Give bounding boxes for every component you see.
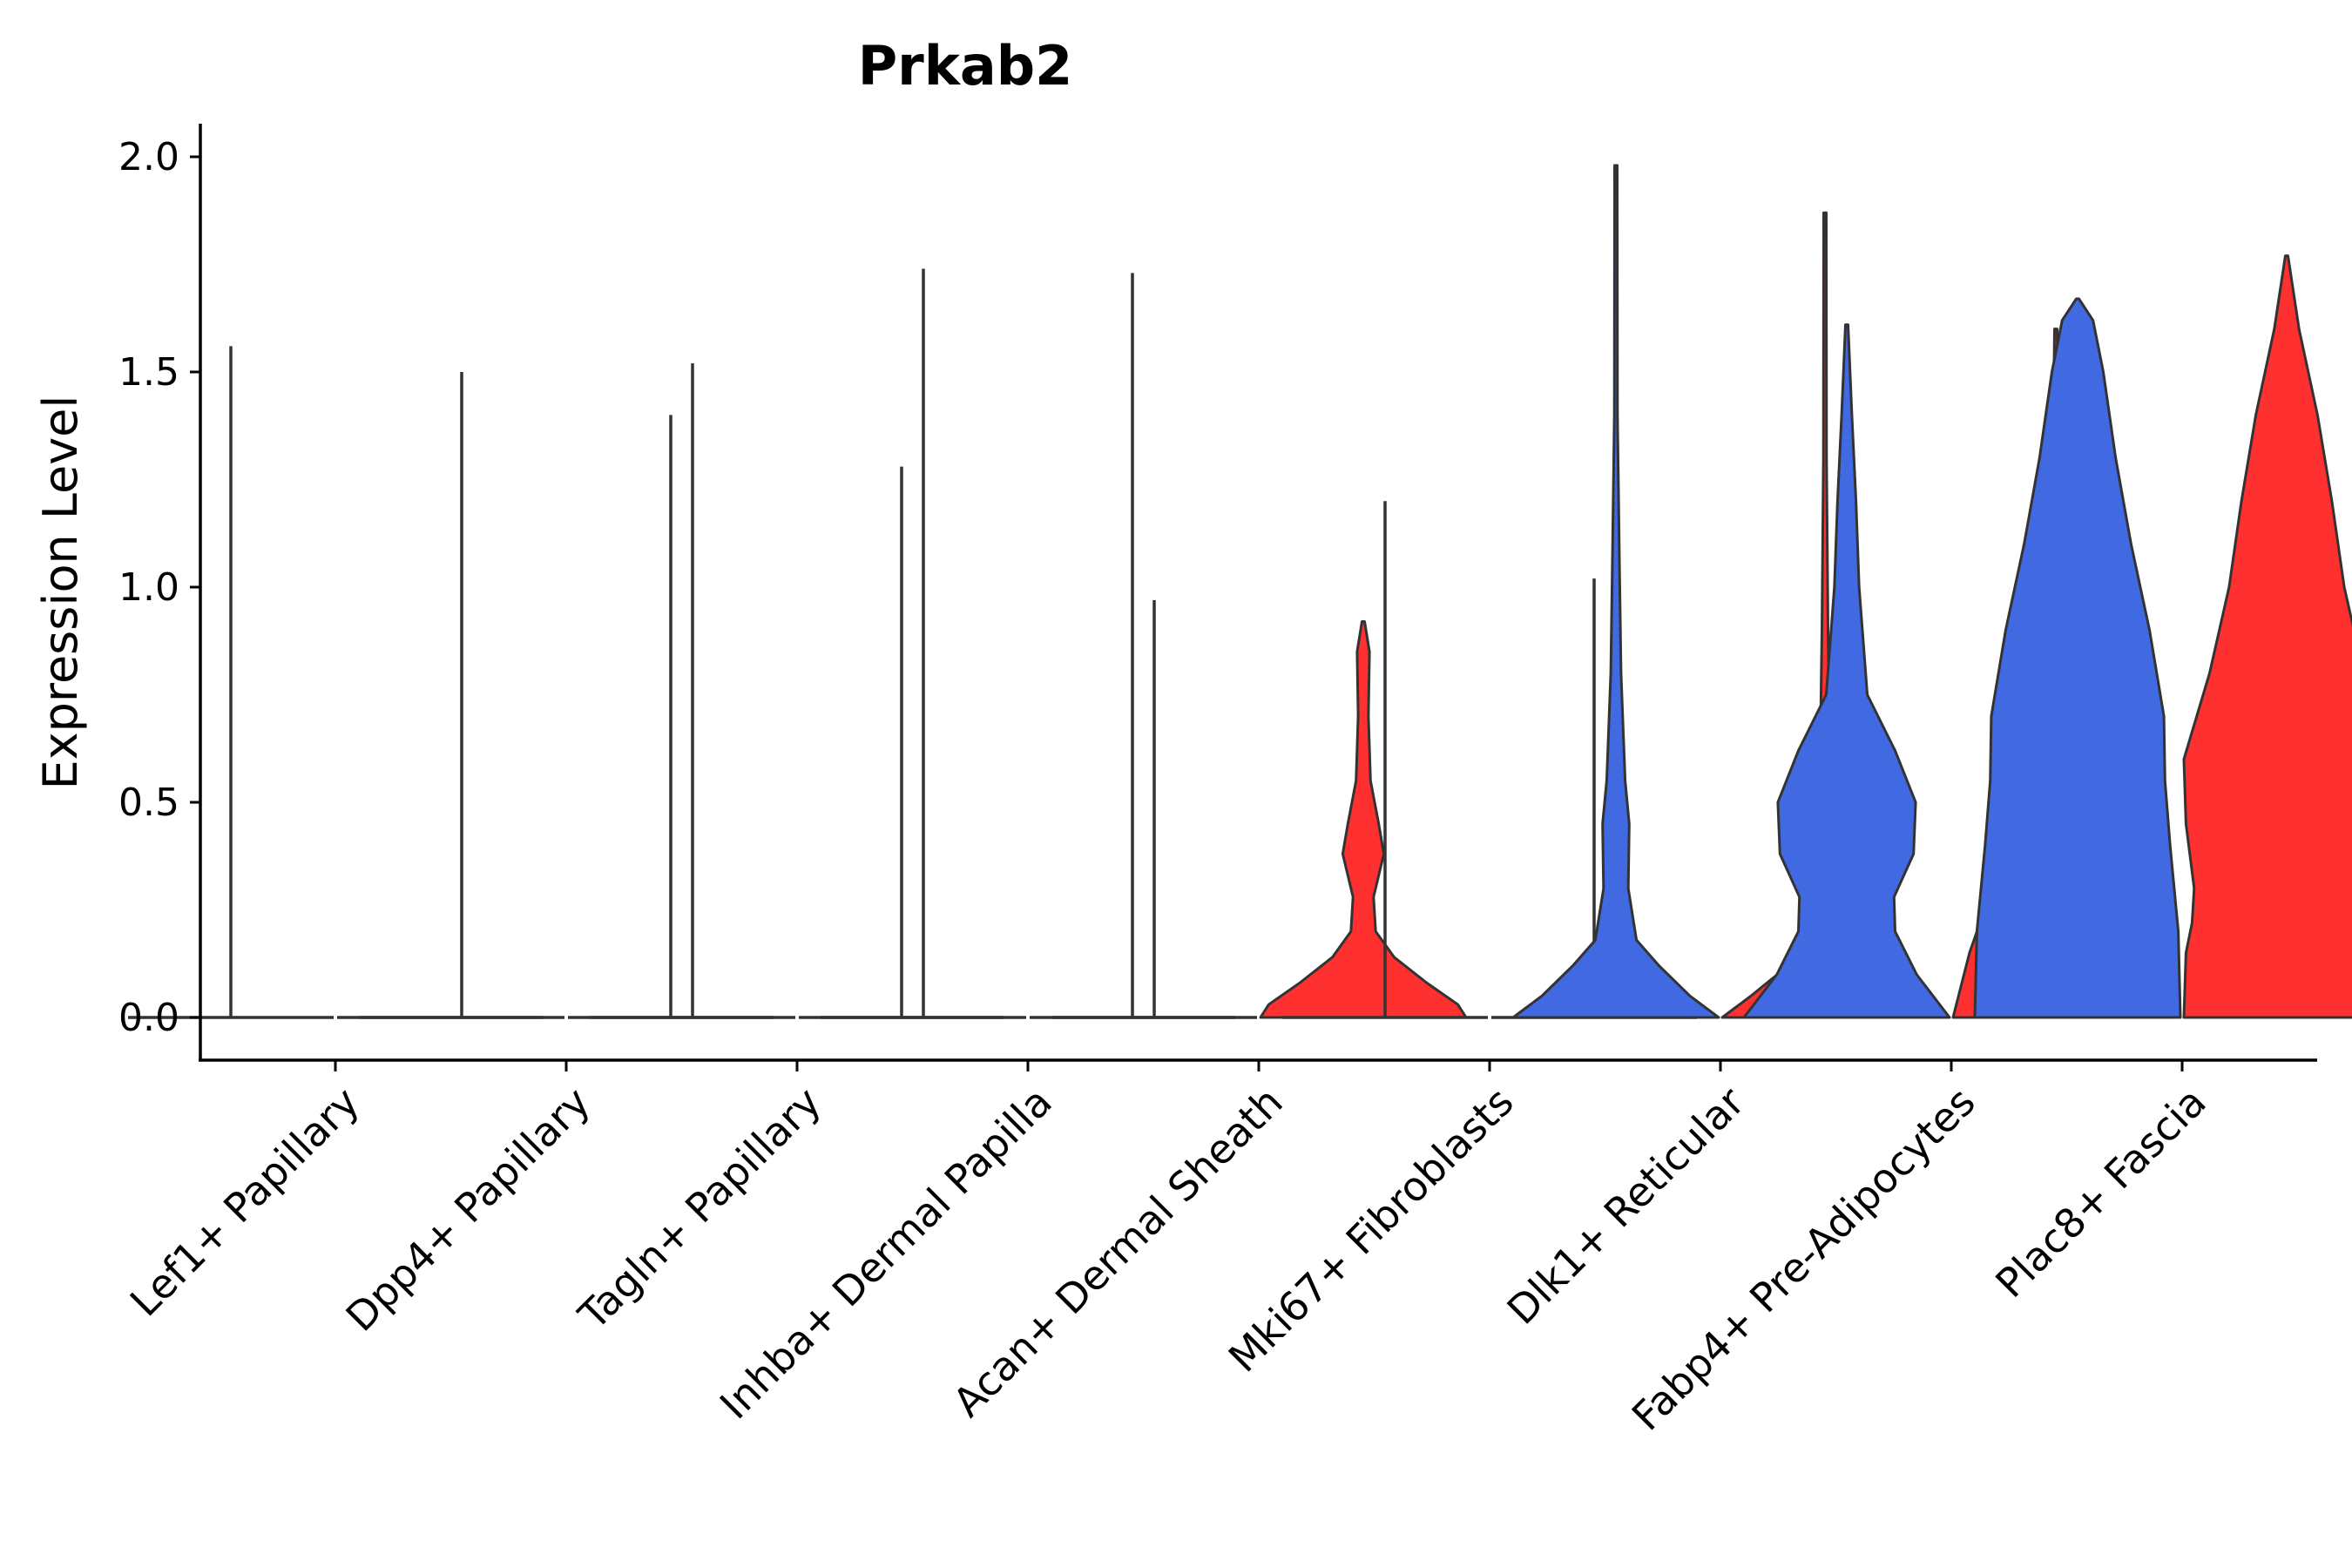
violin-blue-8 (1973, 297, 2182, 1019)
violin-red-4 (1259, 620, 1468, 1019)
y-tick-label: 0.5 (118, 781, 179, 825)
violin-red-8 (2182, 254, 2352, 1019)
x-tick-label: Plac8+ Fascia (1986, 1078, 2214, 1307)
x-tick-label: Dpp4+ Papillary (337, 1078, 599, 1341)
violin-blue-7 (1742, 323, 1951, 1019)
y-tick-label: 1.5 (118, 350, 179, 395)
y-axis-label: Expression Level (33, 395, 88, 790)
y-tick-label: 2.0 (118, 135, 179, 179)
x-tick-label: Dlk1+ Reticular (1498, 1078, 1754, 1334)
violin-blue-6 (1511, 164, 1720, 1019)
y-tick-label: 1.0 (118, 565, 179, 610)
violin-layer (128, 164, 2352, 1019)
x-tick-label: Tagln+ Papillary (569, 1078, 830, 1340)
y-axis-ticks: 0.0 0.5 1.0 1.5 2.0 (118, 135, 200, 1040)
y-tick-label: 0.0 (118, 996, 179, 1040)
chart-title: Prkab2 (858, 34, 1073, 98)
x-tick-label: Lef1+ Papillary (121, 1078, 368, 1326)
